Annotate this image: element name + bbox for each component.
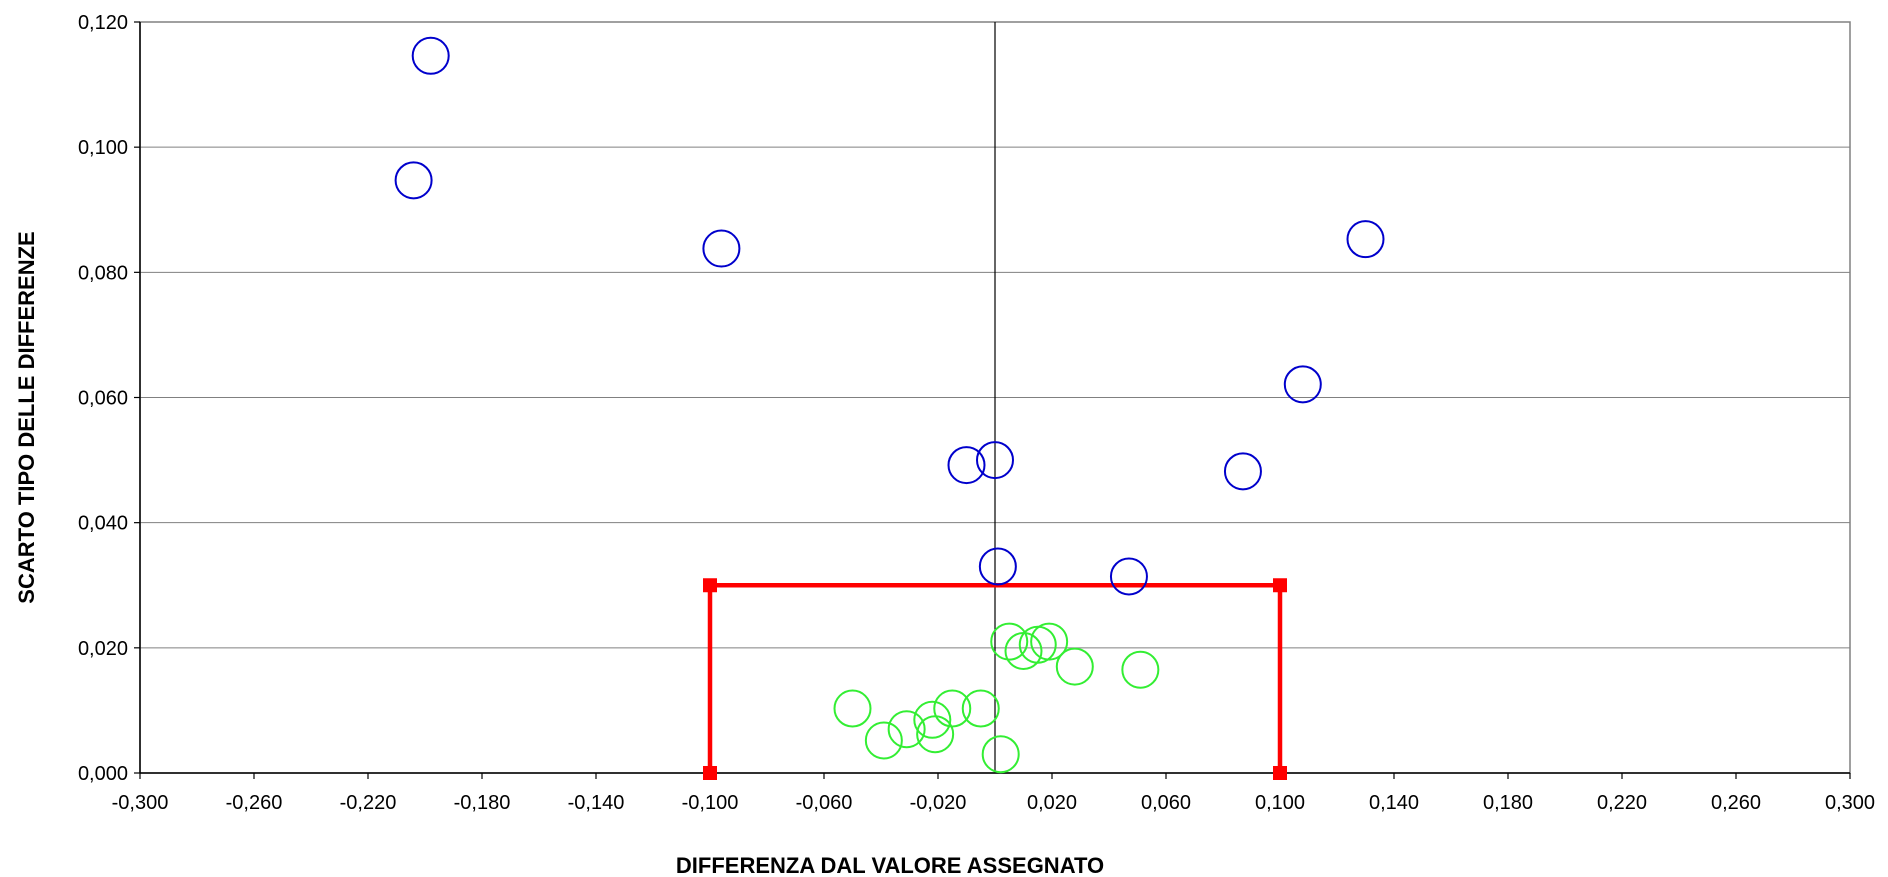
data-point bbox=[411, 36, 450, 75]
y-tick-label: 0,020 bbox=[78, 638, 128, 660]
x-tick-label: 0,060 bbox=[1141, 792, 1191, 814]
y-axis-title: SCARTO TIPO DELLE DIFFERENZE bbox=[14, 231, 39, 603]
data-point bbox=[394, 161, 433, 200]
x-tick-label: -0,180 bbox=[454, 792, 511, 814]
acceptance-region-marker bbox=[1273, 578, 1287, 593]
x-tick-label: -0,300 bbox=[112, 792, 169, 814]
data-point bbox=[981, 735, 1020, 774]
data-point bbox=[990, 622, 1029, 661]
x-tick-label: 0,140 bbox=[1369, 792, 1419, 814]
acceptance-region-marker bbox=[1273, 766, 1287, 780]
x-tick-label: 0,180 bbox=[1483, 792, 1533, 814]
y-tick-label: 0,080 bbox=[78, 262, 128, 284]
x-tick-label: 0,100 bbox=[1255, 792, 1305, 814]
data-point bbox=[702, 229, 741, 268]
x-tick-label: 0,220 bbox=[1597, 792, 1647, 814]
x-tick-label: -0,220 bbox=[340, 792, 397, 814]
data-point bbox=[1346, 220, 1385, 259]
data-point bbox=[1121, 650, 1160, 689]
y-tick-label: 0,040 bbox=[78, 513, 128, 535]
x-axis-title: DIFFERENZA DAL VALORE ASSEGNATO bbox=[676, 853, 1104, 877]
y-tick-label: 0,000 bbox=[78, 763, 128, 785]
data-point bbox=[978, 547, 1017, 586]
x-tick-label: -0,260 bbox=[226, 792, 283, 814]
data-point bbox=[833, 689, 872, 728]
x-tick-label: 0,300 bbox=[1825, 792, 1875, 814]
acceptance-region-marker bbox=[703, 766, 717, 780]
y-tick-label: 0,060 bbox=[78, 388, 128, 410]
data-point bbox=[1109, 557, 1148, 596]
data-point bbox=[947, 446, 986, 485]
data-point bbox=[933, 689, 972, 728]
x-tick-label: 0,020 bbox=[1027, 792, 1077, 814]
data-point bbox=[913, 700, 952, 739]
data-point bbox=[1055, 647, 1094, 686]
x-tick-label: -0,140 bbox=[568, 792, 625, 814]
acceptance-region-marker bbox=[703, 578, 717, 593]
data-point bbox=[961, 689, 1000, 728]
data-point bbox=[864, 721, 903, 760]
data-point bbox=[887, 710, 926, 749]
x-tick-label: -0,020 bbox=[910, 792, 967, 814]
data-point bbox=[1030, 622, 1069, 661]
data-point bbox=[1283, 365, 1322, 404]
x-tick-label: -0,100 bbox=[682, 792, 739, 814]
y-tick-label: 0,120 bbox=[78, 12, 128, 34]
data-point bbox=[1223, 452, 1262, 491]
x-tick-label: 0,260 bbox=[1711, 792, 1761, 814]
data-point bbox=[976, 441, 1014, 480]
x-tick-label: -0,060 bbox=[796, 792, 853, 814]
y-tick-label: 0,100 bbox=[78, 137, 128, 159]
